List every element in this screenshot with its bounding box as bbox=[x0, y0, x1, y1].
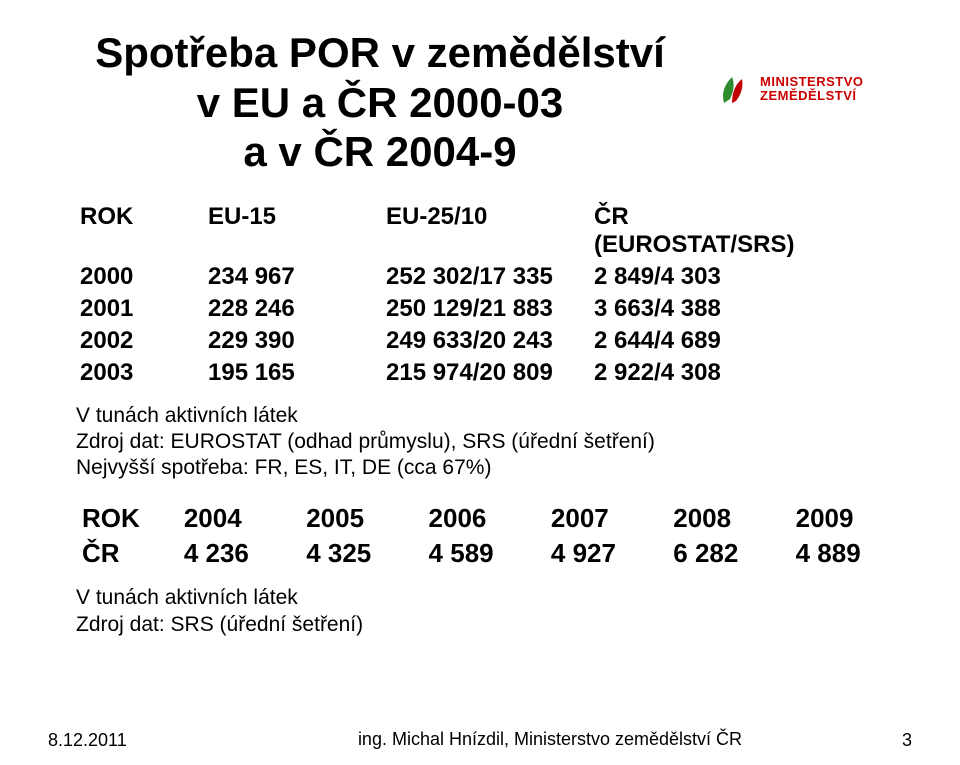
table-cr-2004-2009: ROK 2004 2005 2006 2007 2008 2009 ČR 4 2… bbox=[76, 501, 912, 571]
logo-text-line2: ZEMĚDĚLSTVÍ bbox=[760, 89, 864, 103]
cell: 234 967 bbox=[204, 261, 382, 293]
note-line: Zdroj dat: EUROSTAT (odhad průmyslu), SR… bbox=[76, 429, 912, 455]
th-cr: ČR (EUROSTAT/SRS) bbox=[590, 201, 848, 261]
cell: 228 246 bbox=[204, 293, 382, 325]
slide: MINISTERSTVO ZEMĚDĚLSTVÍ Spotřeba POR v … bbox=[0, 0, 960, 765]
leaf-emblem-icon bbox=[712, 69, 752, 109]
row-label: ČR bbox=[76, 536, 178, 571]
cell: 4 889 bbox=[790, 536, 912, 571]
table-row: 2002 229 390 249 633/20 243 2 644/4 689 bbox=[76, 325, 848, 357]
notes-block-1: V tunách aktivních látek Zdroj dat: EURO… bbox=[76, 403, 912, 482]
title-line-3: a v ČR 2004-9 bbox=[243, 128, 516, 175]
footer-page-number: 3 bbox=[852, 730, 912, 751]
cell: 4 589 bbox=[423, 536, 545, 571]
note-line: Zdroj dat: SRS (úřední šetření) bbox=[76, 612, 912, 638]
th-rok: ROK bbox=[76, 201, 204, 261]
cell: 252 302/17 335 bbox=[382, 261, 590, 293]
cell: 2 849/4 303 bbox=[590, 261, 848, 293]
th-label: ROK bbox=[76, 501, 178, 536]
logo-text-line1: MINISTERSTVO bbox=[760, 75, 864, 89]
title-line-1: Spotřeba POR v zemědělství bbox=[95, 29, 665, 76]
cell: 249 633/20 243 bbox=[382, 325, 590, 357]
th-year: 2004 bbox=[178, 501, 300, 536]
footer-date: 8.12.2011 bbox=[48, 730, 248, 751]
cell: 4 927 bbox=[545, 536, 667, 571]
note-line: V tunách aktivních látek bbox=[76, 585, 912, 611]
th-year: 2008 bbox=[667, 501, 789, 536]
table-row: 2001 228 246 250 129/21 883 3 663/4 388 bbox=[76, 293, 848, 325]
th-year: 2005 bbox=[300, 501, 422, 536]
table-row: 2003 195 165 215 974/20 809 2 922/4 308 bbox=[76, 357, 848, 389]
cell: 3 663/4 388 bbox=[590, 293, 848, 325]
th-year: 2007 bbox=[545, 501, 667, 536]
th-eu25: EU-25/10 bbox=[382, 201, 590, 261]
cell: 215 974/20 809 bbox=[382, 357, 590, 389]
cell: 4 325 bbox=[300, 536, 422, 571]
th-eu15: EU-15 bbox=[204, 201, 382, 261]
cell: 2001 bbox=[76, 293, 204, 325]
table-header-row: ROK 2004 2005 2006 2007 2008 2009 bbox=[76, 501, 912, 536]
slide-title: Spotřeba POR v zemědělství v EU a ČR 200… bbox=[68, 28, 692, 177]
table-row: 2000 234 967 252 302/17 335 2 849/4 303 bbox=[76, 261, 848, 293]
table-eu-cr-2000-2003: ROK EU-15 EU-25/10 ČR (EUROSTAT/SRS) 200… bbox=[76, 201, 848, 389]
table-row: ČR 4 236 4 325 4 589 4 927 6 282 4 889 bbox=[76, 536, 912, 571]
note-line: Nejvyšší spotřeba: FR, ES, IT, DE (cca 6… bbox=[76, 455, 912, 481]
cell: 2003 bbox=[76, 357, 204, 389]
cell: 2 644/4 689 bbox=[590, 325, 848, 357]
logo-text: MINISTERSTVO ZEMĚDĚLSTVÍ bbox=[760, 75, 864, 102]
th-year: 2009 bbox=[790, 501, 912, 536]
notes-block-2: V tunách aktivních látek Zdroj dat: SRS … bbox=[76, 585, 912, 638]
th-year: 2006 bbox=[423, 501, 545, 536]
title-line-2: v EU a ČR 2000-03 bbox=[197, 79, 564, 126]
cell: 2 922/4 308 bbox=[590, 357, 848, 389]
cell: 2000 bbox=[76, 261, 204, 293]
slide-footer: 8.12.2011 ing. Michal Hnízdil, Ministers… bbox=[48, 729, 912, 751]
cell: 250 129/21 883 bbox=[382, 293, 590, 325]
cell: 195 165 bbox=[204, 357, 382, 389]
cell: 4 236 bbox=[178, 536, 300, 571]
note-line: V tunách aktivních látek bbox=[76, 403, 912, 429]
footer-author: ing. Michal Hnízdil, Ministerstvo zemědě… bbox=[248, 729, 852, 751]
ministry-logo: MINISTERSTVO ZEMĚDĚLSTVÍ bbox=[712, 60, 912, 118]
cell: 2002 bbox=[76, 325, 204, 357]
table-header-row: ROK EU-15 EU-25/10 ČR (EUROSTAT/SRS) bbox=[76, 201, 848, 261]
cell: 6 282 bbox=[667, 536, 789, 571]
cell: 229 390 bbox=[204, 325, 382, 357]
